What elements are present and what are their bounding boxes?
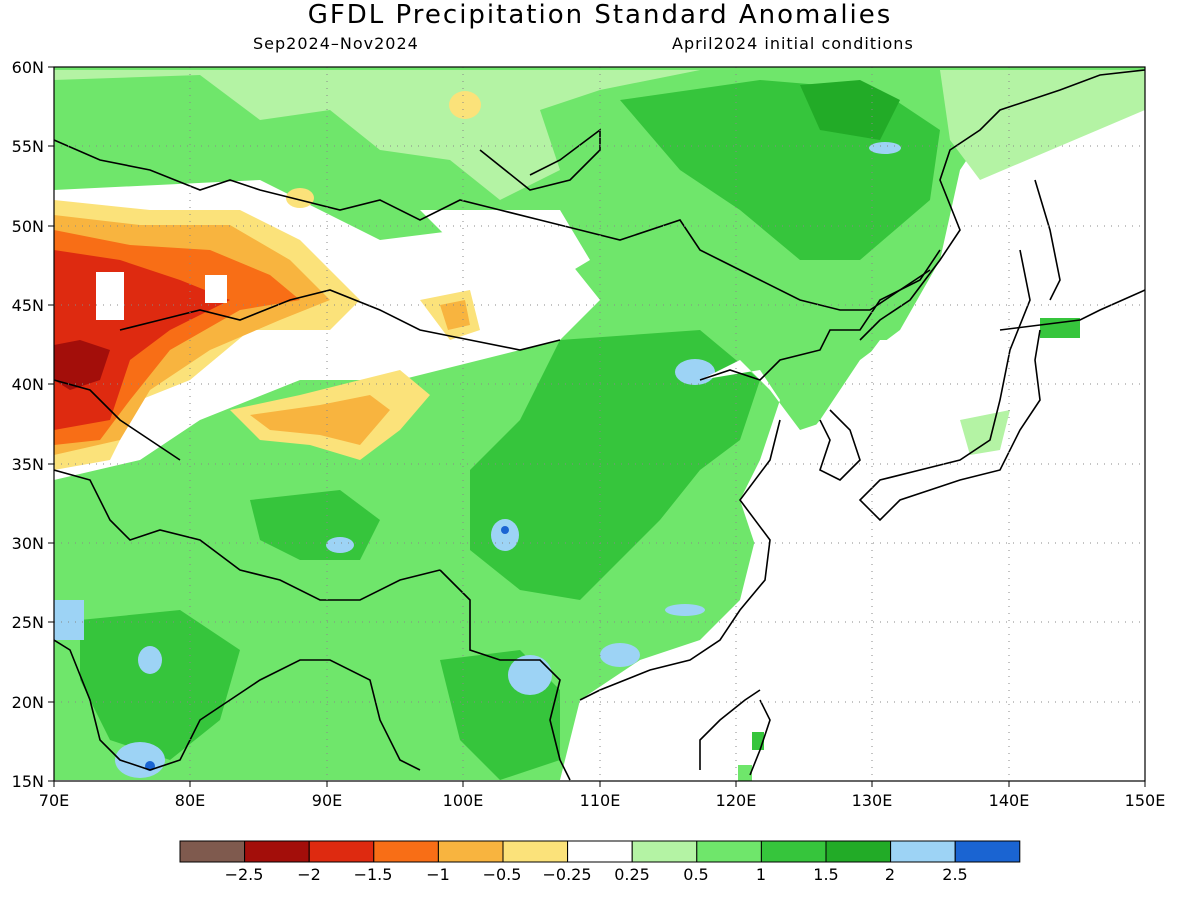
colorbar-label: 0.25 bbox=[614, 865, 650, 884]
colorbar-label: −1.5 bbox=[354, 865, 393, 884]
axis-ticks bbox=[48, 66, 1146, 787]
lon-label: 80E bbox=[175, 791, 205, 810]
coastlines bbox=[54, 69, 1145, 781]
colorbar-label: −2.5 bbox=[225, 865, 264, 884]
initial-conditions: April2024 initial conditions bbox=[672, 34, 914, 53]
colorbar-label: 2 bbox=[885, 865, 895, 884]
colorbar-label: −2 bbox=[297, 865, 321, 884]
colorbar-swatch bbox=[954, 840, 1021, 863]
lat-label: 20N bbox=[12, 693, 44, 712]
colorbar-swatch bbox=[437, 840, 504, 863]
lon-label: 120E bbox=[716, 791, 757, 810]
forecast-period: Sep2024–Nov2024 bbox=[253, 34, 419, 53]
colorbar-label: 2.5 bbox=[942, 865, 967, 884]
colorbar-swatch bbox=[373, 840, 439, 863]
lat-label: 15N bbox=[12, 772, 44, 791]
colorbar-labels: −2.5 −2 −1.5 −1 −0.5 −0.25 0.25 0.5 1 1.… bbox=[225, 865, 968, 884]
lat-label: 40N bbox=[12, 375, 44, 394]
colorbar-label: 1 bbox=[756, 865, 766, 884]
lon-label: 110E bbox=[580, 791, 621, 810]
longitude-labels: 70E 80E 90E 100E 110E 120E 130E 140E 150… bbox=[39, 791, 1166, 810]
colorbar-swatch bbox=[179, 840, 246, 863]
colorbar-label: −0.25 bbox=[542, 865, 591, 884]
anomaly-field bbox=[54, 67, 1145, 781]
map-grid bbox=[54, 67, 1145, 781]
colorbar-swatch bbox=[631, 840, 698, 863]
lat-label: 30N bbox=[12, 534, 44, 553]
colorbar bbox=[179, 840, 1021, 863]
colorbar-swatch bbox=[890, 840, 956, 863]
colorbar-swatch bbox=[244, 840, 310, 863]
colorbar-swatch bbox=[567, 840, 633, 863]
lon-label: 100E bbox=[443, 791, 484, 810]
lat-label: 35N bbox=[12, 455, 44, 474]
lon-label: 140E bbox=[989, 791, 1030, 810]
colorbar-swatch bbox=[825, 840, 892, 863]
lat-label: 50N bbox=[12, 217, 44, 236]
colorbar-label: −0.5 bbox=[483, 865, 522, 884]
colorbar-label: 0.5 bbox=[683, 865, 708, 884]
colorbar-swatch bbox=[696, 840, 762, 863]
colorbar-swatch bbox=[760, 840, 827, 863]
latitude-labels: 60N 55N 50N 45N 40N 35N 30N 25N 20N 15N bbox=[12, 58, 44, 791]
colorbar-swatch bbox=[502, 840, 569, 863]
lat-label: 45N bbox=[12, 296, 44, 315]
colorbar-swatch bbox=[308, 840, 375, 863]
lon-label: 150E bbox=[1125, 791, 1166, 810]
colorbar-label: −1 bbox=[426, 865, 450, 884]
lat-label: 55N bbox=[12, 137, 44, 156]
lon-label: 70E bbox=[39, 791, 69, 810]
lat-label: 60N bbox=[12, 58, 44, 77]
chart-title: GFDL Precipitation Standard Anomalies bbox=[307, 0, 893, 30]
lon-label: 130E bbox=[852, 791, 893, 810]
lon-label: 90E bbox=[312, 791, 342, 810]
lat-label: 25N bbox=[12, 613, 44, 632]
colorbar-label: 1.5 bbox=[813, 865, 838, 884]
